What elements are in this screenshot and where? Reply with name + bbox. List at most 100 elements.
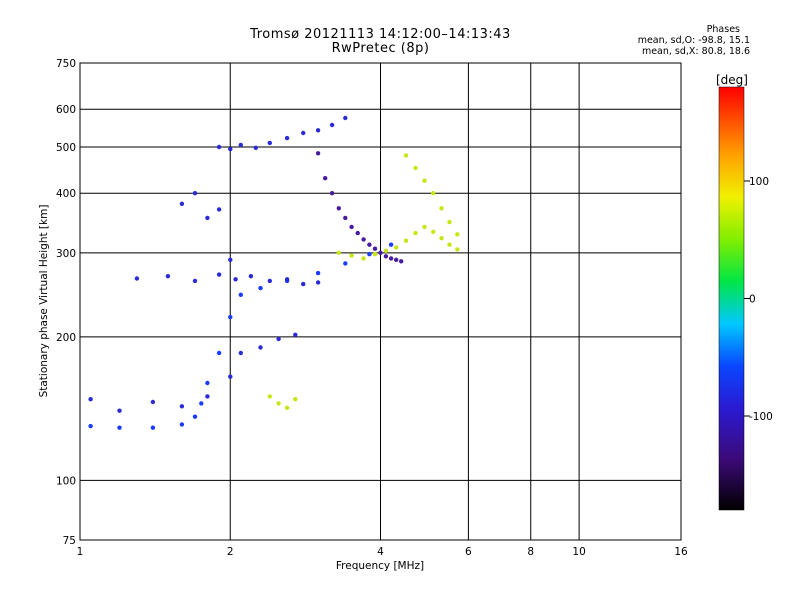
data-point [431, 191, 436, 196]
data-point [238, 350, 243, 356]
y-axis-label: Stationary phase Virtual Height [km] [38, 205, 50, 398]
data-point [150, 399, 156, 405]
data-point [253, 145, 258, 150]
colorbar-tick-label: 0 [749, 294, 756, 306]
data-point [216, 272, 222, 277]
data-point [413, 165, 418, 171]
data-point [117, 425, 122, 430]
data-point [301, 130, 306, 136]
data-point [205, 394, 210, 399]
data-point [329, 191, 335, 196]
data-point [192, 191, 198, 196]
data-point [403, 153, 409, 158]
data-point [361, 256, 366, 261]
data-point [205, 380, 210, 386]
x-tick-label: 4 [377, 546, 384, 558]
data-point [378, 250, 383, 255]
data-point [267, 140, 272, 146]
data-point [284, 135, 290, 141]
data-point [315, 151, 321, 156]
chart-title-line1: Tromsø 20121113 14:12:00–14:13:43 [250, 27, 511, 42]
data-point [336, 206, 341, 211]
data-point [228, 146, 233, 152]
data-point [383, 248, 389, 253]
data-point [284, 277, 290, 282]
data-point [165, 274, 171, 279]
phase-stats-o: mean, sd,O: -98.8, 15.1 [637, 35, 750, 46]
data-point [315, 280, 321, 285]
grid-lines [80, 63, 681, 540]
data-point [150, 425, 156, 430]
data-point [439, 206, 444, 211]
data-point [329, 122, 335, 128]
data-point [216, 350, 222, 356]
data-point [284, 405, 290, 410]
x-tick-label: 8 [527, 546, 534, 558]
colorbar-tick-label: -100 [749, 411, 773, 423]
colorbar-tick-labels: 100 0 -100 [744, 176, 773, 423]
data-point [455, 247, 460, 252]
phase-stats-x: mean, sd,X: 80.8, 18.6 [641, 46, 750, 57]
data-point [216, 207, 222, 212]
colorbar-tick-label: 100 [749, 176, 769, 188]
colorbar-label: [deg] [716, 73, 748, 87]
data-point [431, 229, 436, 234]
colorbar [718, 86, 745, 511]
y-tick-label: 600 [56, 104, 76, 116]
data-point [413, 230, 418, 236]
data-point [238, 292, 243, 297]
data-point [455, 232, 460, 237]
data-point [349, 253, 354, 258]
chart-title-line2: RwPretec (8p) [331, 41, 430, 56]
data-point [399, 259, 404, 264]
data-point [383, 254, 389, 259]
x-tick-label: 16 [674, 546, 688, 558]
data-point [315, 270, 321, 276]
data-point [355, 230, 360, 236]
data-point [388, 242, 394, 247]
data-point [228, 257, 233, 262]
y-tick-label: 200 [56, 332, 76, 344]
data-point [228, 314, 233, 320]
data-point [447, 242, 452, 247]
x-tick-label: 10 [572, 546, 585, 558]
y-tick-labels: 75 100 200 300 400 500 600 750 [56, 58, 76, 547]
y-tick-label: 75 [63, 535, 76, 547]
data-point [276, 336, 281, 342]
data-point [315, 128, 321, 133]
data-point [88, 397, 93, 402]
data-point [349, 224, 354, 230]
data-point [248, 274, 254, 279]
data-point [361, 237, 366, 242]
data-point [403, 238, 409, 243]
data-point [179, 404, 185, 409]
data-point [179, 422, 185, 427]
data-point [367, 252, 372, 257]
data-point [199, 401, 204, 406]
data-point [205, 215, 210, 221]
data-point [238, 142, 243, 148]
data-point [134, 276, 140, 281]
data-point [293, 332, 298, 337]
data-point [267, 394, 272, 399]
data-point [394, 257, 399, 262]
data-point [323, 176, 328, 181]
data-point [372, 252, 378, 257]
x-tick-label: 6 [465, 546, 472, 558]
data-point [267, 278, 272, 284]
data-point [117, 408, 122, 413]
data-point [372, 246, 378, 251]
data-point [192, 414, 198, 419]
data-points [88, 115, 460, 430]
x-tick-labels: 1 2 4 6 8 10 16 [77, 546, 688, 558]
data-point [258, 285, 263, 291]
data-point [343, 115, 348, 121]
data-point [179, 201, 185, 206]
y-tick-label: 500 [56, 142, 76, 154]
data-point [439, 236, 444, 241]
plot-frame [79, 62, 682, 541]
data-point [293, 397, 298, 402]
data-point [336, 250, 341, 255]
y-tick-label: 750 [56, 58, 76, 70]
